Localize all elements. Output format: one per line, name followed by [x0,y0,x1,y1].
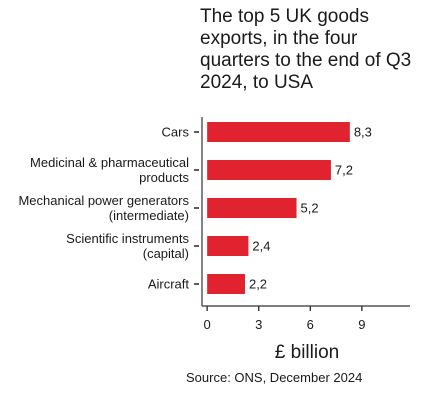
data-label: 5,2 [301,201,319,216]
y-tick-label: (capital) [143,246,189,261]
y-tick-label: products [139,170,189,185]
x-axis-label: £ billion [275,342,339,363]
chart-title-line: quarters to the end of Q3 [200,50,412,71]
y-tick-label: Cars [162,125,190,140]
x-axis: 0 3 6 9 £ billion [202,305,410,363]
bars: 8,3 7,2 5,2 2,4 2,2 [207,122,372,294]
bar [207,122,350,142]
chart-title-line: The top 5 UK goods [200,6,369,27]
bar [207,236,249,256]
bar [207,274,245,294]
data-label: 7,2 [335,163,353,178]
y-tick-label: Aircraft [148,277,190,292]
x-tick-label: 0 [204,317,211,332]
x-tick-label: 6 [307,317,314,332]
data-label: 8,3 [354,125,372,140]
x-tick-label: 3 [255,317,262,332]
source-note: Source: ONS, December 2024 [186,370,363,385]
y-tick-label: Medicinal & pharmaceutical [30,155,189,170]
chart-title: The top 5 UK goods exports, in the four … [200,6,415,94]
data-label: 2,2 [249,277,267,292]
y-tick-label: Scientific instruments [66,231,189,246]
chart-title-line: exports, in the four [200,28,358,49]
y-tick-label: Mechanical power generators [18,193,189,208]
bar [207,198,297,218]
x-tick-label: 9 [358,317,365,332]
chart-title-line: 2024, to USA [200,72,314,93]
bar [207,160,331,180]
data-label: 2,4 [252,239,270,254]
y-tick-label: (intermediate) [109,208,189,223]
